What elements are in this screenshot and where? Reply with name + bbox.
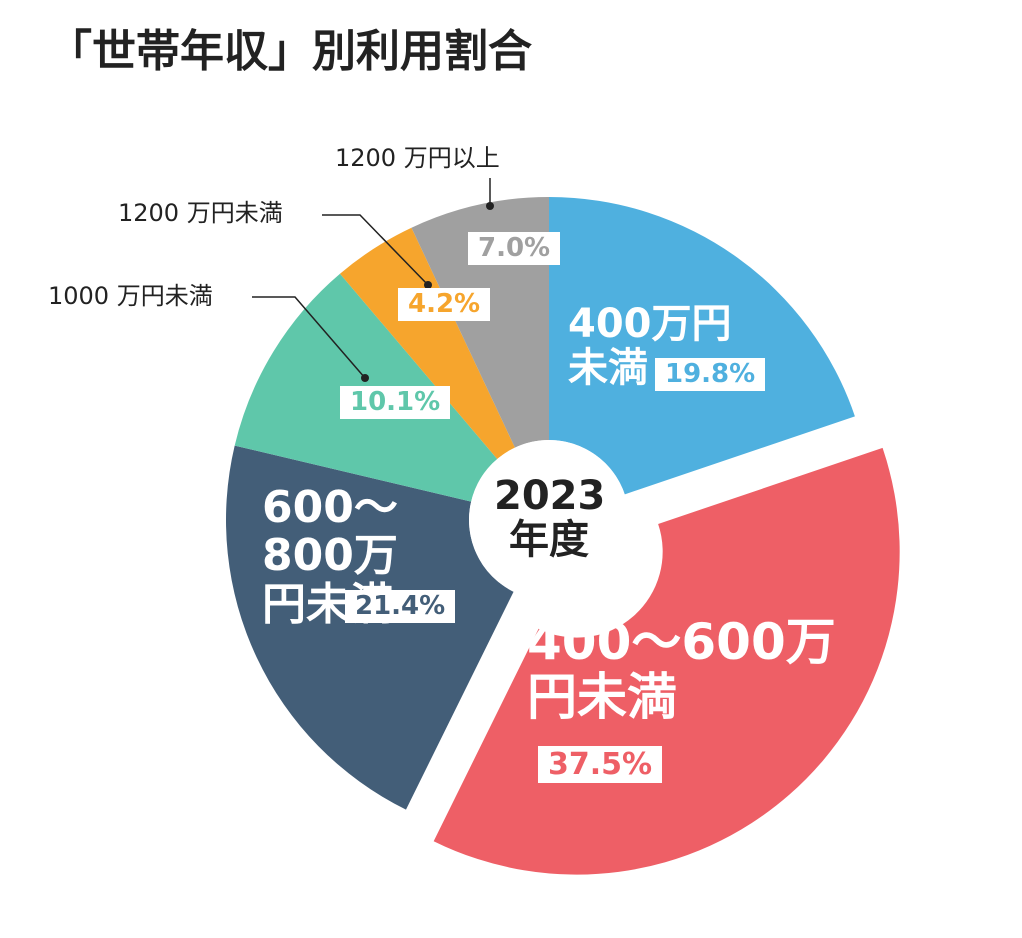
- value-label: 4.2%: [398, 288, 491, 321]
- pie-slice: [225, 445, 514, 810]
- value-label: 10.1%: [340, 386, 451, 419]
- value-label: 7.0%: [468, 232, 561, 265]
- center-hole: [469, 440, 629, 600]
- center-label: 2023年度: [494, 473, 606, 563]
- category-label: 400〜600万円未満: [527, 613, 836, 726]
- category-label: 1200 万円以上: [335, 144, 500, 172]
- leader-dot: [486, 202, 494, 210]
- value-label: 37.5%: [538, 746, 663, 783]
- leader-line: [322, 214, 429, 286]
- category-label: 1200 万円未満: [118, 199, 283, 227]
- category-label: 400万円未満: [568, 301, 732, 391]
- pie-slice: [549, 197, 855, 495]
- value-label: 19.8%: [655, 358, 766, 391]
- category-label: 1000 万円未満: [48, 282, 213, 310]
- chart-title: 「世帯年収」別利用割合: [48, 26, 532, 77]
- value-label: 21.4%: [345, 590, 456, 623]
- pie-slice: [340, 227, 515, 460]
- leader-line: [252, 296, 366, 379]
- leader-dot: [361, 374, 369, 382]
- leader-dot: [424, 281, 432, 289]
